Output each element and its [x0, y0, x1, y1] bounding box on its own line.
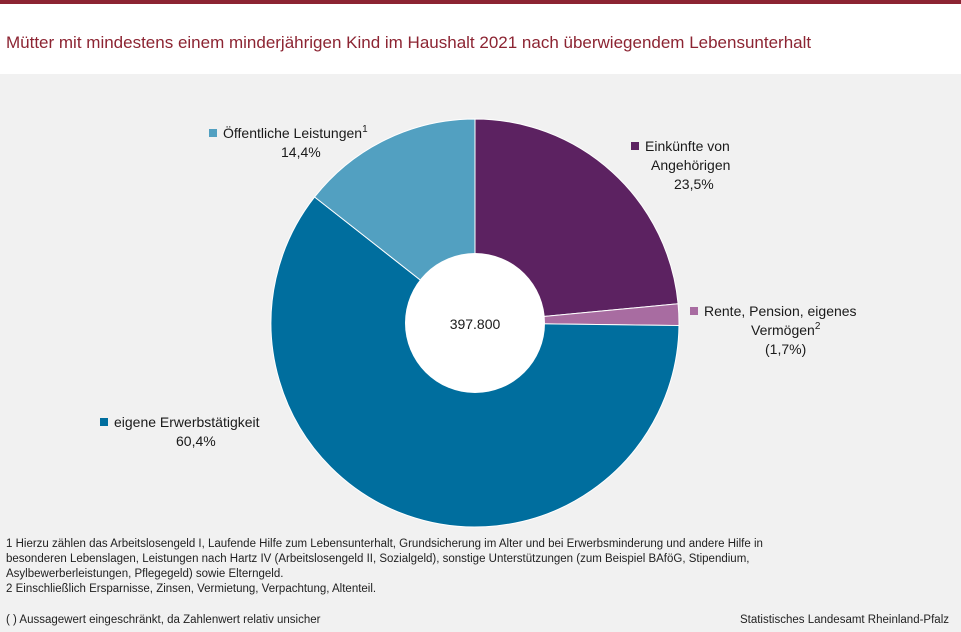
- top-rule: [0, 0, 961, 4]
- label-rente-line2: Vermögen2: [751, 321, 820, 340]
- legend-swatch-angehoerige: [631, 142, 639, 150]
- legend-swatch-oeffentliche: [209, 129, 217, 137]
- label-erwerbstaetigkeit: eigene Erwerbstätigkeit: [100, 413, 260, 432]
- legend-swatch-rente: [690, 307, 698, 315]
- footnote-1-line1: 1 Hierzu zählen das Arbeitslosengeld I, …: [6, 538, 763, 550]
- chart-title: Mütter mit mindestens einem minderjährig…: [6, 33, 812, 52]
- label-name-line1: Einkünfte von: [645, 138, 730, 154]
- label-name-line1: Rente, Pension, eigenes: [704, 303, 857, 319]
- donut-hole: [405, 253, 545, 393]
- source-credit: Statistisches Landesamt Rheinland-Pfalz: [739, 614, 949, 626]
- label-name: eigene Erwerbstätigkeit: [114, 414, 260, 430]
- uncertainty-note: ( ) Aussagewert eingeschränkt, da Zahlen…: [6, 614, 321, 626]
- value-erwerbstaetigkeit: 60,4%: [176, 433, 216, 449]
- value-einkuenfte-angehoerige: 23,5%: [674, 176, 714, 192]
- slice-einkünfte-von-angehörigen: [474, 118, 679, 324]
- footnotes: 1 Hierzu zählen das Arbeitslosengeld I, …: [6, 537, 906, 597]
- label-einkuenfte-angehoerige: Einkünfte von: [631, 137, 730, 156]
- label-einkuenfte-angehoerige-line2: Angehörigen: [651, 157, 731, 173]
- label-rente: Rente, Pension, eigenes: [690, 302, 857, 321]
- footnote-1-line3: Asylbewerberleistungen, Pflegegeld) sowi…: [6, 568, 284, 580]
- label-oeffentliche-leistungen: Öffentliche Leistungen1: [209, 124, 368, 143]
- label-name: Öffentliche Leistungen: [223, 125, 363, 141]
- center-total-label: 397.800: [450, 316, 501, 332]
- value-oeffentliche-leistungen: 14,4%: [281, 144, 321, 160]
- footnote-2: 2 Einschließlich Ersparnisse, Zinsen, Ve…: [6, 583, 377, 595]
- chart-panel: 397.800 Öffentliche Leistungen1 14,4% Ei…: [0, 74, 961, 632]
- legend-swatch-erwerb: [100, 418, 108, 426]
- donut-chart: 397.800: [270, 118, 680, 528]
- label-name-line2: Vermögen: [751, 322, 815, 338]
- footnote-ref: 1: [362, 124, 368, 135]
- footnote-ref: 2: [814, 321, 821, 332]
- value-rente: (1,7%): [765, 341, 807, 357]
- footnote-1-line2: besonderen Lebenslagen, Leistungen nach …: [6, 553, 750, 565]
